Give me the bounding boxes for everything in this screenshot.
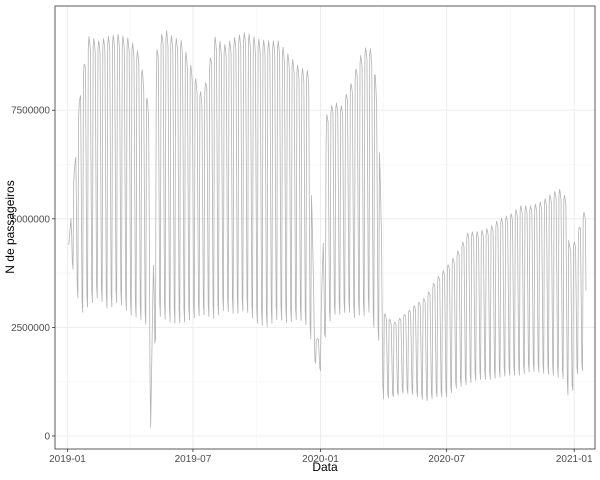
- y-tick-label: 5000000: [11, 214, 50, 225]
- x-tick-label: 2020-07: [428, 454, 465, 465]
- x-tick-label: 2021-01: [556, 454, 593, 465]
- x-tick-label: 2020-01: [302, 454, 339, 465]
- y-tick-label: 0: [44, 431, 50, 442]
- x-axis-title: Data: [312, 460, 338, 474]
- y-tick-label: 2500000: [11, 323, 50, 334]
- series-line-0: [68, 30, 587, 428]
- y-tick-label: 7500000: [11, 106, 50, 117]
- y-axis-title: N de passageiros: [3, 180, 17, 273]
- x-tick-label: 2019-07: [175, 454, 212, 465]
- y-axis: 0 2500000 5000000 7500000: [11, 106, 55, 442]
- x-axis: 2019-01 2019-07 2020-01 2020-07 2021-01: [49, 449, 593, 465]
- series-layer: [68, 30, 587, 428]
- plot-panel-border: [54, 5, 596, 450]
- x-tick-label: 2019-01: [49, 454, 86, 465]
